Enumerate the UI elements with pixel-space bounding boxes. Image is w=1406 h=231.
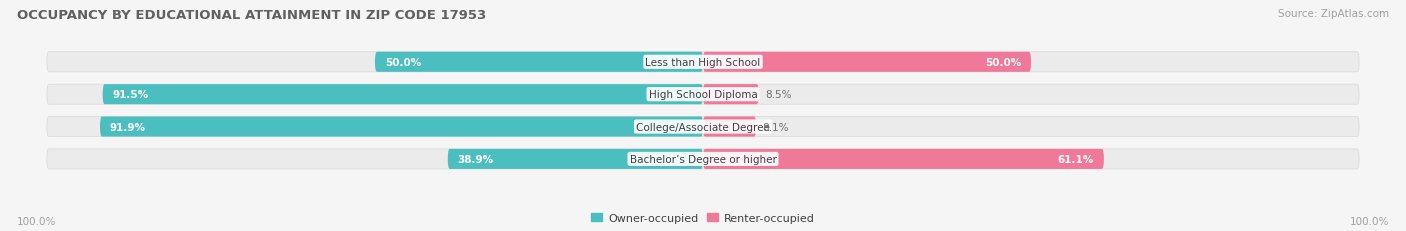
FancyBboxPatch shape (703, 117, 756, 137)
FancyBboxPatch shape (103, 85, 703, 105)
Text: High School Diploma: High School Diploma (648, 90, 758, 100)
Text: OCCUPANCY BY EDUCATIONAL ATTAINMENT IN ZIP CODE 17953: OCCUPANCY BY EDUCATIONAL ATTAINMENT IN Z… (17, 9, 486, 22)
FancyBboxPatch shape (447, 149, 703, 169)
Text: 91.9%: 91.9% (110, 122, 146, 132)
Text: 8.5%: 8.5% (765, 90, 792, 100)
Text: 91.5%: 91.5% (112, 90, 149, 100)
Text: 8.1%: 8.1% (762, 122, 789, 132)
Text: 50.0%: 50.0% (385, 58, 420, 67)
Text: 38.9%: 38.9% (457, 154, 494, 164)
Text: Source: ZipAtlas.com: Source: ZipAtlas.com (1278, 9, 1389, 19)
Text: 100.0%: 100.0% (1350, 216, 1389, 226)
Text: 61.1%: 61.1% (1057, 154, 1094, 164)
FancyBboxPatch shape (703, 85, 759, 105)
Text: 50.0%: 50.0% (986, 58, 1021, 67)
Text: College/Associate Degree: College/Associate Degree (636, 122, 770, 132)
Legend: Owner-occupied, Renter-occupied: Owner-occupied, Renter-occupied (586, 209, 820, 227)
FancyBboxPatch shape (703, 52, 1031, 73)
Text: Bachelor’s Degree or higher: Bachelor’s Degree or higher (630, 154, 776, 164)
FancyBboxPatch shape (46, 52, 1360, 73)
FancyBboxPatch shape (375, 52, 703, 73)
FancyBboxPatch shape (100, 117, 703, 137)
FancyBboxPatch shape (703, 149, 1104, 169)
Text: Less than High School: Less than High School (645, 58, 761, 67)
FancyBboxPatch shape (46, 149, 1360, 169)
FancyBboxPatch shape (46, 85, 1360, 105)
Text: 100.0%: 100.0% (17, 216, 56, 226)
FancyBboxPatch shape (46, 117, 1360, 137)
